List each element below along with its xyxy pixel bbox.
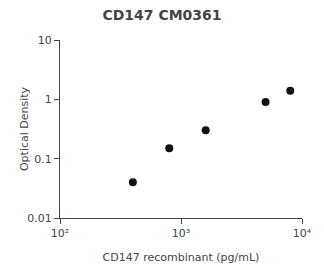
svg-text:10²: 10² (51, 227, 69, 240)
svg-text:10: 10 (38, 34, 52, 47)
svg-text:CD147 CM0361: CD147 CM0361 (102, 7, 221, 23)
svg-text:Optical Density: Optical Density (18, 86, 31, 171)
svg-text:0.01: 0.01 (27, 212, 52, 225)
svg-text:1: 1 (45, 93, 52, 106)
svg-text:0.1: 0.1 (34, 153, 52, 166)
svg-text:10³: 10³ (172, 227, 190, 240)
svg-text:10⁴: 10⁴ (293, 227, 312, 240)
svg-text:CD147 recombinant (pg/mL): CD147 recombinant (pg/mL) (103, 251, 260, 264)
